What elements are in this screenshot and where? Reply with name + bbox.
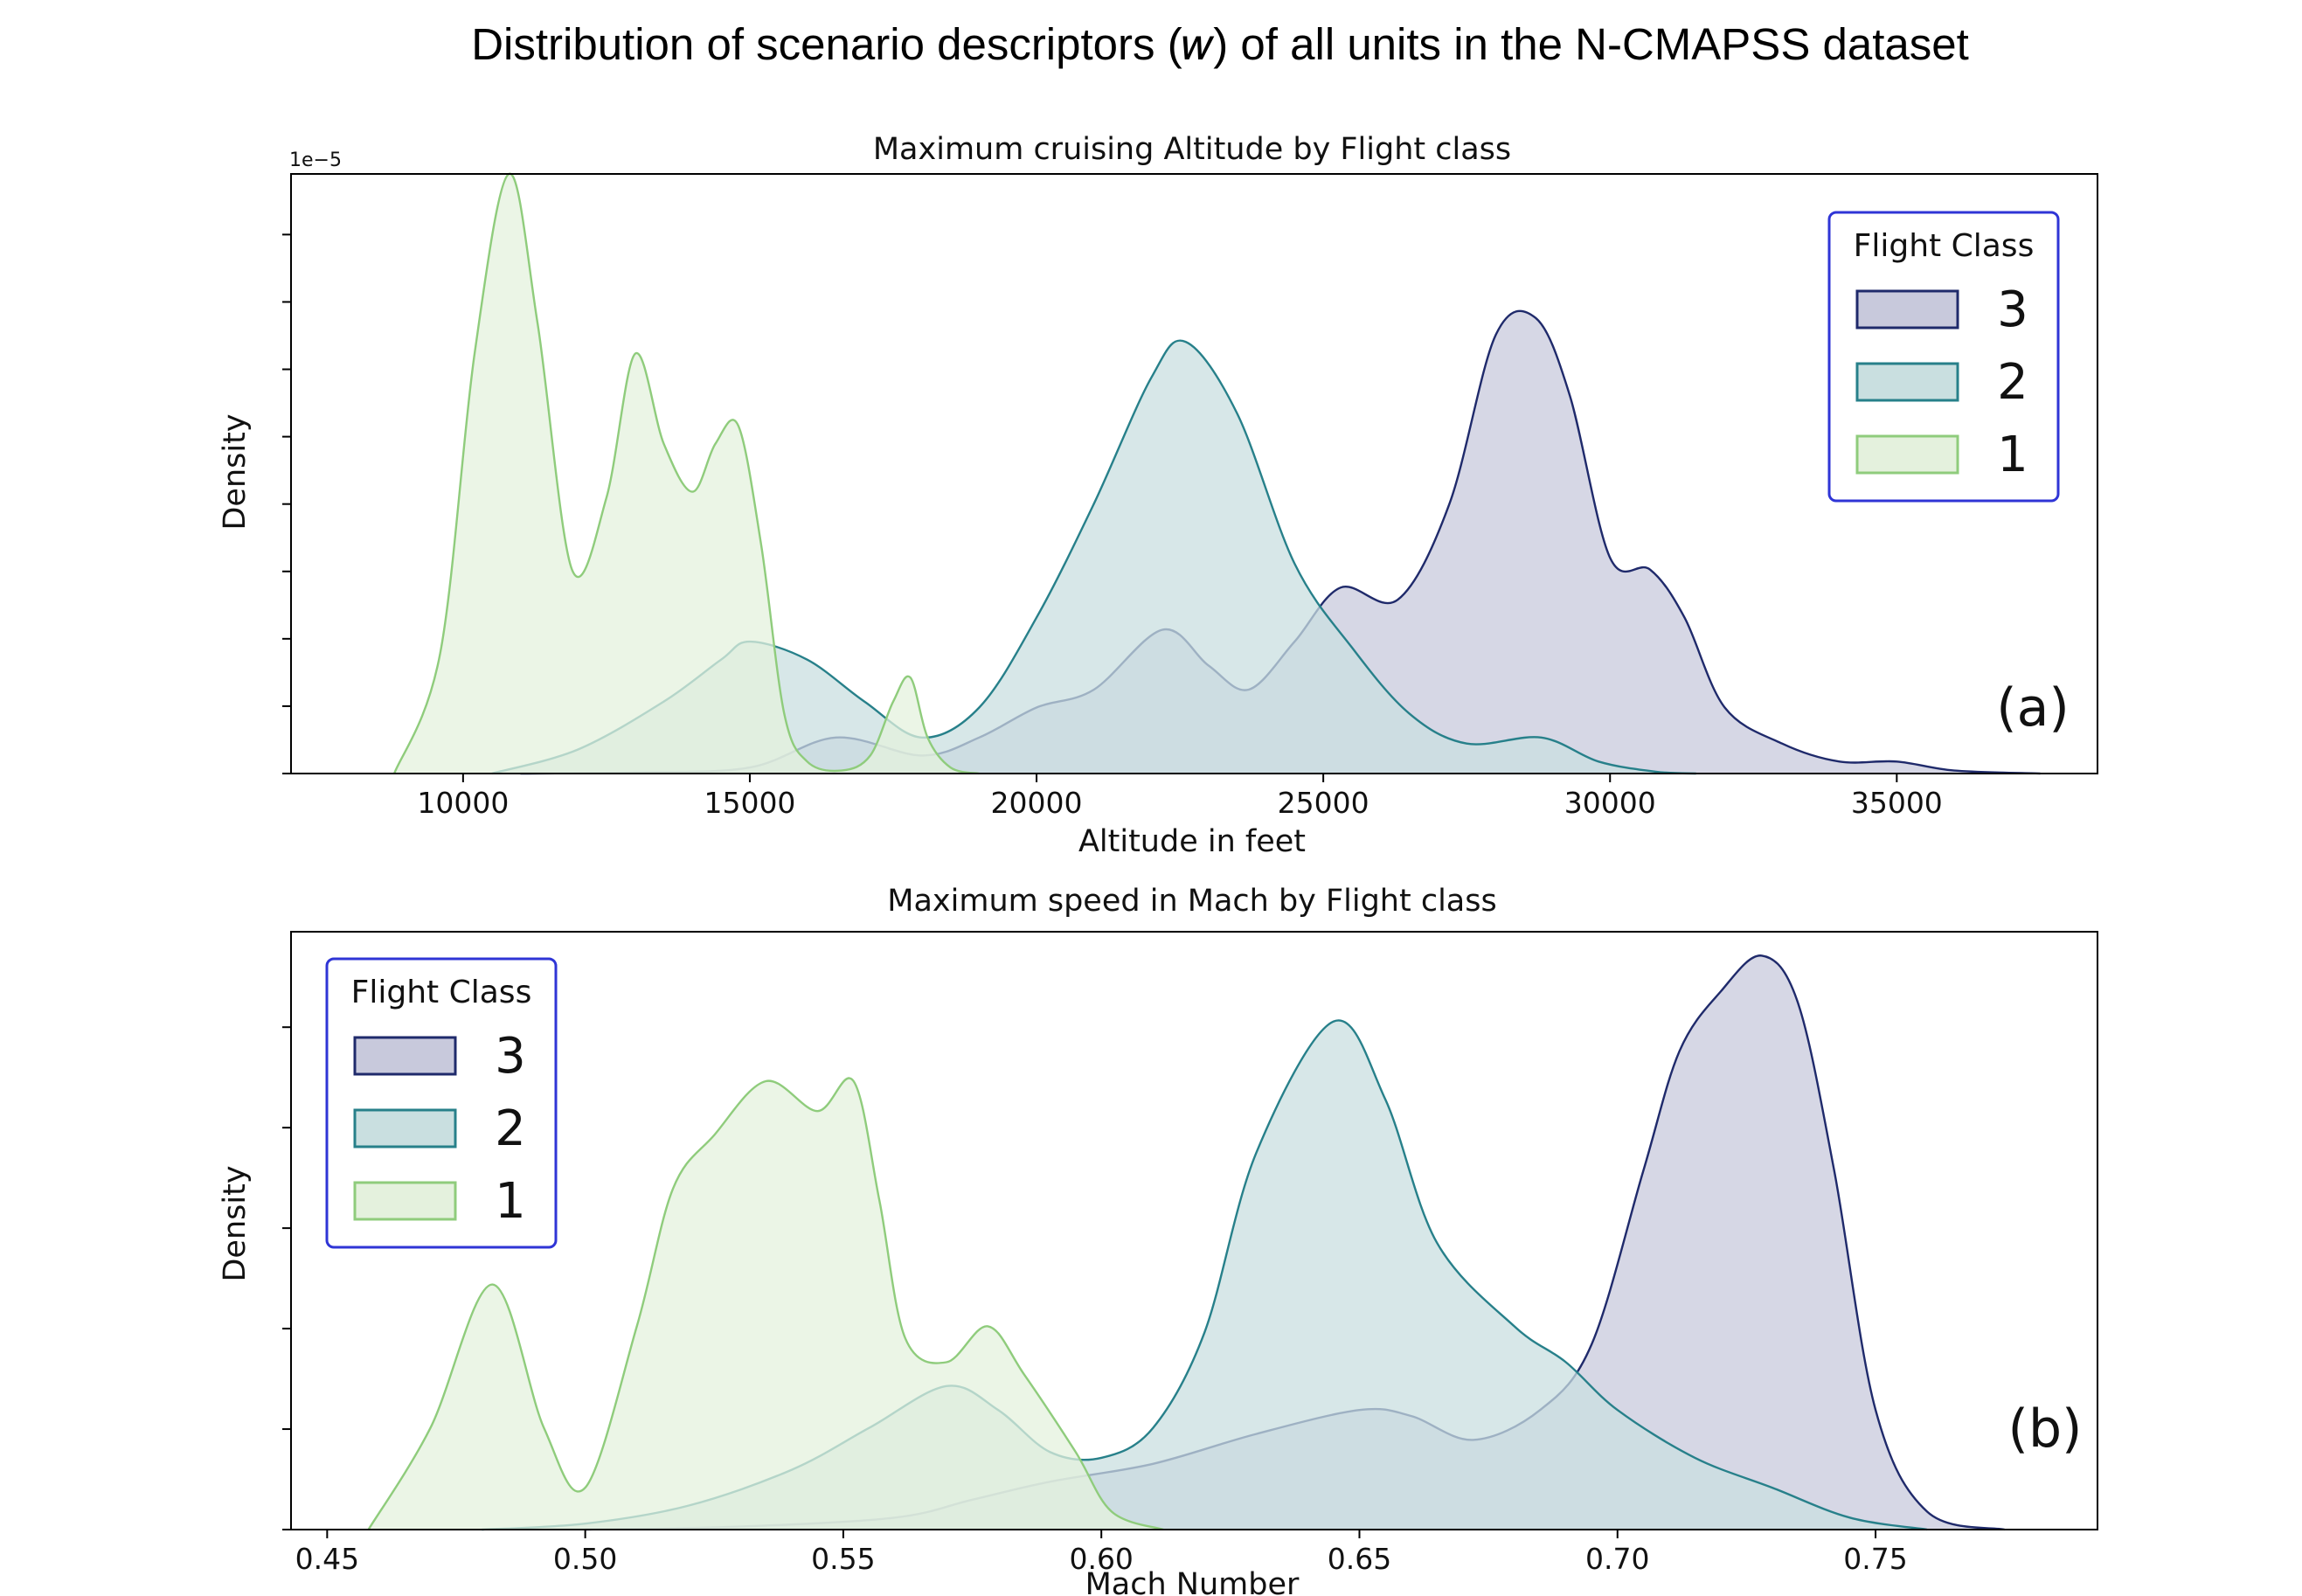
legend-swatch-class-1	[1855, 434, 1959, 475]
figure-title: Distribution of scenario descriptors (𝑤)…	[471, 19, 1969, 69]
legend-title: Flight Class	[351, 975, 532, 1010]
panel-b-x-label: Mach Number	[1085, 1567, 1300, 1596]
legend-swatch-class-3	[353, 1036, 457, 1076]
legend-swatch-class-1	[353, 1181, 457, 1221]
x-tick-label: 20000	[991, 786, 1083, 820]
panel-b-y-label: Density	[218, 1165, 253, 1281]
panel-tag: (b)	[2008, 1398, 2083, 1460]
panel-b-title: Maximum speed in Mach by Flight class	[887, 884, 1496, 919]
legend-swatch-class-2	[1855, 362, 1959, 402]
axes-frame	[290, 931, 2098, 1530]
legend-swatch-class-2	[353, 1108, 457, 1148]
legend-frame	[1827, 211, 2060, 503]
legend-frame	[325, 957, 558, 1249]
x-tick-label: 0.70	[1585, 1542, 1649, 1576]
altitude-density-panel: Maximum cruising Altitude by Flight clas…	[218, 132, 2098, 859]
x-tick-label: 0.50	[553, 1542, 617, 1576]
legend-label-class-3: 3	[495, 1028, 526, 1085]
panel-a-title: Maximum cruising Altitude by Flight clas…	[873, 132, 1511, 167]
legend-label-class-2: 2	[495, 1100, 526, 1157]
mach-density-panel: Maximum speed in Mach by Flight class De…	[218, 884, 2098, 1596]
panel-a-y-offset: 1e−5	[289, 149, 342, 171]
density-area-class-3	[520, 310, 2041, 774]
legend-label-class-1: 1	[495, 1173, 526, 1230]
density-line-class-1	[367, 1077, 1164, 1531]
panel-a-x-label: Altitude in feet	[1078, 824, 1306, 859]
panel-a-y-label: Density	[218, 413, 253, 530]
x-tick-label: 30000	[1564, 786, 1656, 820]
x-tick-label: 25000	[1278, 786, 1369, 820]
panel-tag: (a)	[1996, 677, 2070, 739]
legend-label-class-1: 1	[1997, 427, 2028, 483]
x-tick-label: 0.75	[1843, 1542, 1907, 1576]
x-tick-label: 0.65	[1328, 1542, 1391, 1576]
density-line-class-1	[392, 172, 980, 775]
density-area-class-3	[585, 955, 2005, 1530]
density-area-class-1	[394, 173, 980, 774]
x-tick-label: 10000	[417, 786, 509, 820]
legend-swatch-class-3	[1855, 289, 1959, 330]
axes-frame	[290, 173, 2098, 774]
x-tick-label: 0.45	[295, 1542, 359, 1576]
legend-label-class-3: 3	[1997, 281, 2028, 338]
x-tick-label: 0.55	[811, 1542, 875, 1576]
legend-title: Flight Class	[1854, 228, 2035, 264]
x-tick-label: 0.60	[1069, 1542, 1133, 1576]
x-tick-label: 35000	[1851, 786, 1943, 820]
legend-label-class-2: 2	[1997, 354, 2028, 411]
x-tick-label: 15000	[704, 786, 795, 820]
legend: Flight Class 3 2 1	[1827, 211, 2060, 503]
density-area-class-1	[368, 1078, 1164, 1530]
legend: Flight Class 3 2 1	[325, 957, 558, 1249]
density-area-class-2	[491, 340, 1696, 774]
density-area-class-2	[482, 1020, 1928, 1530]
